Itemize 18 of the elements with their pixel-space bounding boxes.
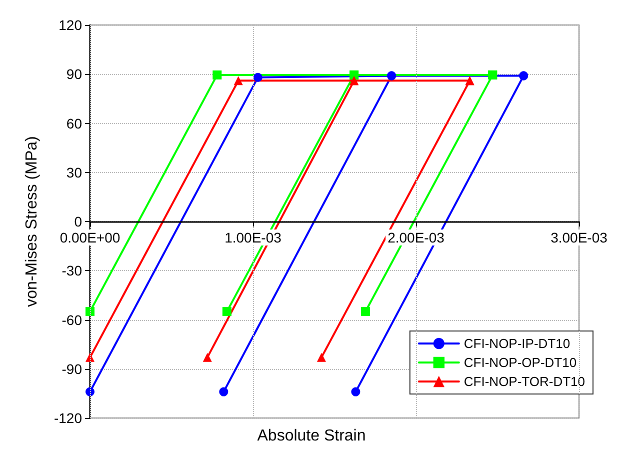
y-tick-label: 30 bbox=[66, 164, 82, 180]
x-tick-label: 3.00E-03 bbox=[550, 230, 608, 246]
legend-label: CFI-NOP-IP-DT10 bbox=[464, 336, 570, 351]
x-tick-label: 0.00E+00 bbox=[60, 230, 120, 246]
x-tick-label: 2.00E-03 bbox=[388, 230, 445, 246]
y-tick-label: 60 bbox=[66, 115, 82, 132]
y-tick-label: -120 bbox=[54, 410, 82, 426]
x-axis-title: Absolute Strain bbox=[257, 428, 366, 444]
x-tick-label: 1.00E-03 bbox=[224, 230, 282, 246]
y-tick-label: 120 bbox=[58, 17, 82, 33]
y-tick-label: 0 bbox=[74, 214, 82, 230]
y-tick-label: -90 bbox=[62, 360, 82, 377]
y-axis-title: von-Mises Stress (MPa) bbox=[24, 136, 40, 307]
y-tick-label: -30 bbox=[62, 262, 82, 279]
legend-label: CFI-NOP-TOR-DT10 bbox=[464, 374, 586, 389]
legend-label: CFI-NOP-OP-DT10 bbox=[464, 355, 577, 370]
y-tick-label: 90 bbox=[66, 66, 82, 82]
y-tick-label: -60 bbox=[62, 312, 82, 328]
